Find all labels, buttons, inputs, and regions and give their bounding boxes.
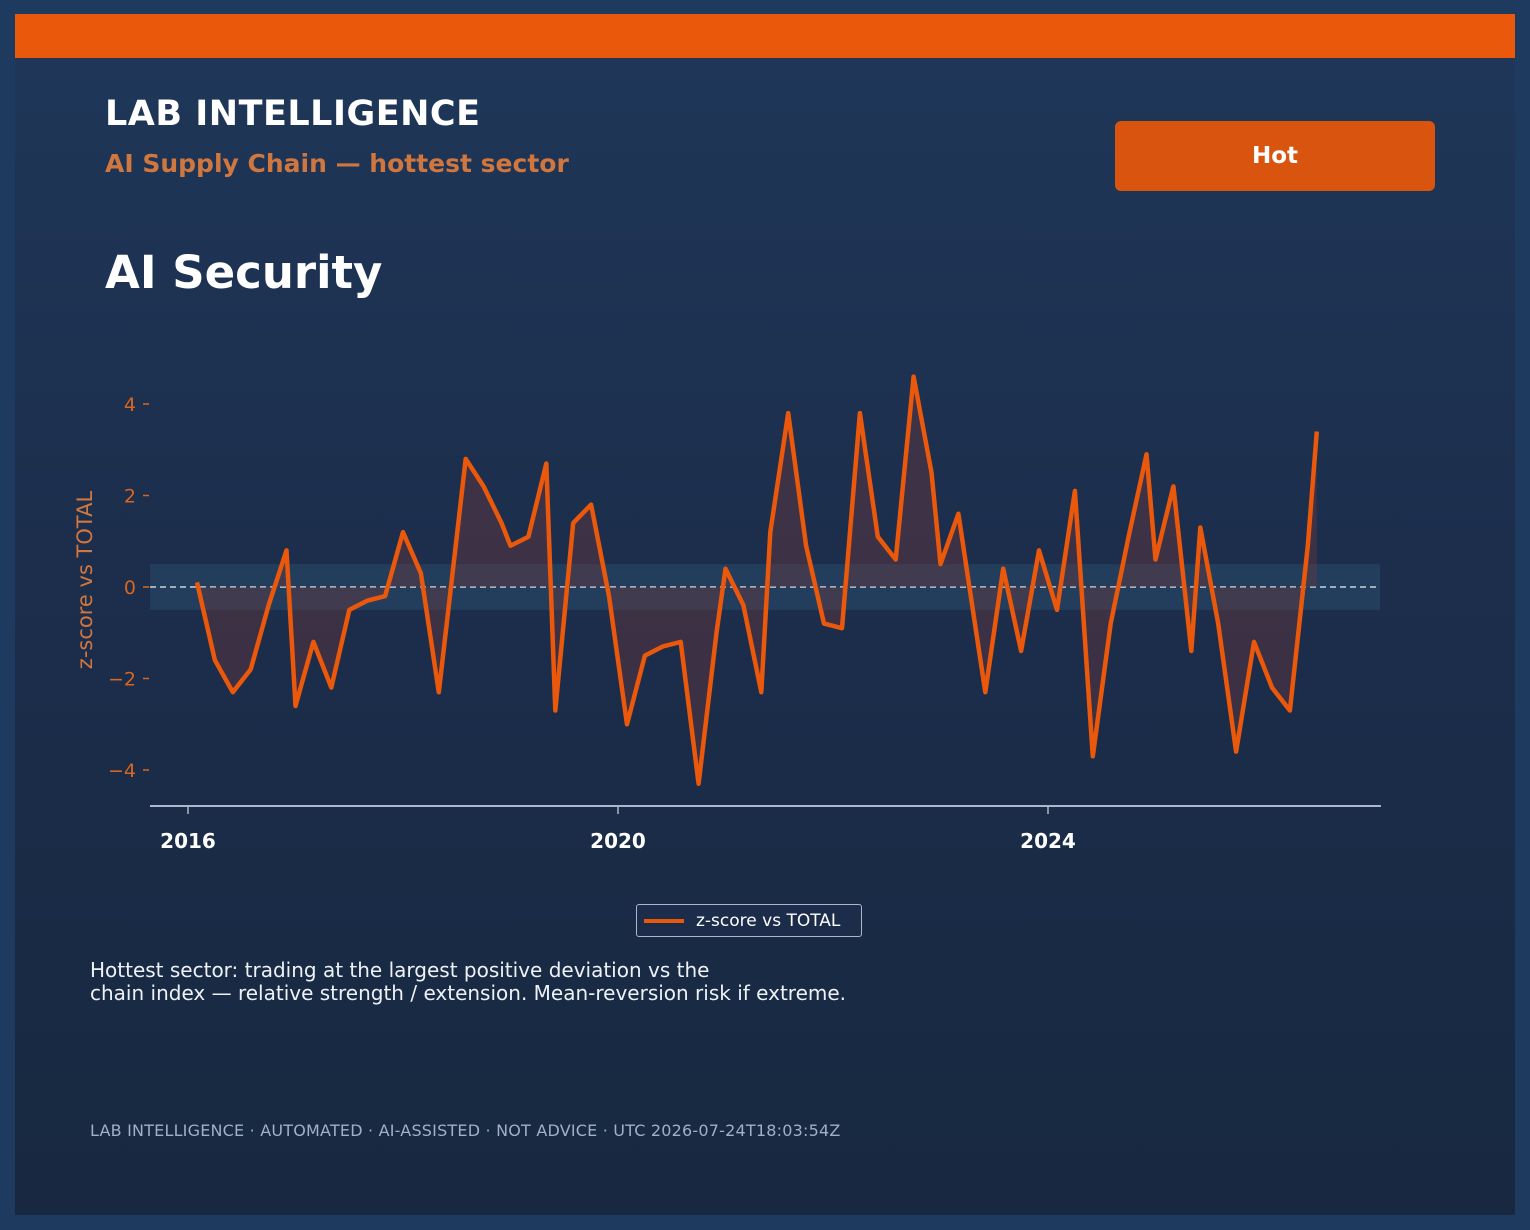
y-tick-label: 4 (124, 394, 136, 416)
y-tick-label: 2 (124, 486, 136, 508)
disclaimer-footer: LAB INTELLIGENCE · AUTOMATED · AI-ASSIST… (90, 1121, 841, 1140)
status-badge: Hot (1115, 121, 1435, 191)
series-line (194, 374, 1320, 786)
x-tick-label: 2016 (160, 829, 216, 853)
chart-legend: z-score vs TOTAL (636, 904, 862, 937)
sector-title: AI Security (105, 246, 383, 299)
zscore-chart: 2016 2020 2024 4 2 0 −2 −4 z-score vs TOTAL (73, 374, 1381, 853)
legend-label: z-score vs TOTAL (696, 910, 841, 931)
legend-swatch (644, 918, 684, 923)
sector-description: Hottest sector: trading at the largest p… (90, 958, 847, 1005)
y-tick-label: −4 (108, 760, 136, 782)
y-tick-label: −2 (108, 669, 136, 691)
y-axis-label: z-score vs TOTAL (73, 491, 97, 670)
page-subtitle: AI Supply Chain — hottest sector (105, 149, 569, 178)
x-tick-label: 2020 (590, 829, 646, 853)
brand-title: LAB INTELLIGENCE (105, 94, 481, 134)
y-tick-label: 0 (124, 577, 136, 599)
accent-bar (15, 14, 1515, 58)
x-tick-label: 2024 (1020, 829, 1076, 853)
